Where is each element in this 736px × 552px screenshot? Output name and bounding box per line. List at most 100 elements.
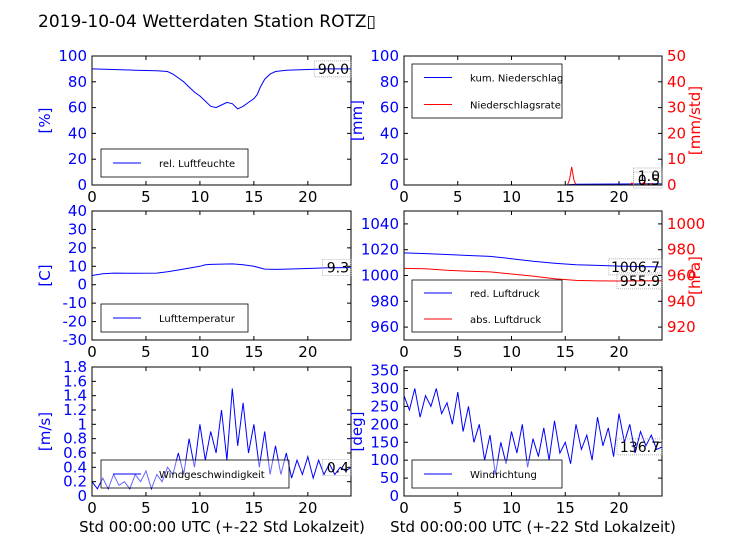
y-tick-label: 40 (68, 202, 87, 220)
x-tick-label: 15 (556, 188, 575, 206)
y-axis-label: [deg] (348, 412, 366, 452)
x-tick-label: 5 (141, 188, 151, 206)
x-tick-label: 10 (502, 499, 521, 517)
y2-tick-label: 40 (667, 73, 686, 91)
panel-winddirection: 0 5 10 15 20050100150200250300350[deg]Windri… (348, 362, 663, 517)
x-tick-label: 20 (298, 499, 317, 517)
panel-pressure: 0 5 10 15 20 960 980 1000 1020 1040 920 940 960 980 10… (361, 210, 705, 361)
y-tick-label: 0.6 (63, 444, 87, 462)
y2-tick-label: 20 (667, 124, 686, 142)
y2-tick-label: 30 (667, 99, 686, 117)
y-tick-label: 250 (370, 397, 399, 415)
x-tick-label: 20 (609, 188, 628, 206)
y-tick-label: 20 (68, 239, 87, 257)
y-tick-label: 1.8 (63, 358, 87, 376)
y-tick-label: 30 (68, 220, 87, 238)
y-tick-label: 0 (77, 276, 87, 294)
x-tick-label: 15 (556, 499, 575, 517)
y-tick-label: -30 (63, 331, 88, 349)
series-line-precipitation-1 (404, 166, 662, 186)
x-tick-label: 0 (399, 188, 409, 206)
plot-frame-winddirection (403, 366, 663, 497)
y2-tick-label: 960 (667, 267, 696, 285)
current-value-label: 1.0 (638, 169, 660, 185)
legend-entry: Windrichtung (470, 470, 537, 481)
series-line-pressure-1 (403, 267, 663, 282)
y-tick-label: 350 (370, 362, 399, 380)
y-tick-label: 0.8 (63, 430, 87, 448)
series-line-pressure-0 (403, 252, 663, 268)
current-value-label: 90.0 (318, 62, 349, 78)
x-tick-label: 0 (399, 499, 409, 517)
y-tick-label: 80 (68, 73, 87, 91)
y-tick-label: 100 (370, 47, 399, 65)
chart-title: 2019-10-04 Wetterdaten Station ROTZ▯ (38, 12, 376, 32)
y-tick-label: 80 (380, 73, 399, 91)
y-tick-label: 1000 (361, 267, 399, 285)
y2-axis-label: [mm/std] (686, 86, 704, 155)
y-tick-label: -20 (63, 313, 88, 331)
y-tick-label: 0 (77, 176, 87, 194)
y-tick-label: 40 (68, 124, 87, 142)
legend-entry: Lufttemperatur (159, 314, 236, 325)
x-tick-label: 0 (87, 499, 97, 517)
y2-tick-label: 1000 (667, 215, 705, 233)
y-tick-label: 60 (68, 99, 87, 117)
legend-box (411, 63, 563, 119)
x-axis-label-left: Std 00:00:00 UTC (+-22 Std Lokalzeit) (79, 518, 365, 536)
current-value-box (633, 171, 663, 189)
legend-box (411, 279, 563, 333)
y-tick-label: 20 (380, 150, 399, 168)
x-tick-label: 5 (453, 343, 463, 361)
y-tick-label: 20 (68, 150, 87, 168)
x-tick-label: 20 (609, 499, 628, 517)
y2-tick-label: 940 (667, 292, 696, 310)
y-tick-label: 10 (68, 257, 87, 275)
y2-tick-label: 50 (667, 47, 686, 65)
x-tick-label: 15 (244, 188, 263, 206)
y-tick-label: 960 (370, 318, 399, 336)
y-tick-label: 40 (380, 124, 399, 142)
y-tick-label: 300 (370, 380, 399, 398)
panel-windspeed: 0 5 10 15 2000.20.40.60.811.21.41.61.8[m/s]W… (36, 358, 352, 517)
y-axis-label: [%] (36, 108, 54, 134)
x-tick-label: 15 (244, 343, 263, 361)
y-tick-label: 150 (370, 433, 399, 451)
x-tick-label: 0 (399, 343, 409, 361)
y-tick-label: 0 (389, 176, 399, 194)
x-tick-label: 15 (244, 499, 263, 517)
current-value-box (616, 438, 663, 456)
current-value-label: 0.4 (327, 460, 349, 476)
y-tick-label: 0 (77, 487, 87, 505)
y-tick-label: 60 (380, 99, 399, 117)
y-tick-label: -10 (63, 294, 88, 312)
y-axis-label: [C] (36, 264, 54, 286)
current-value-label: 955.9 (620, 274, 660, 290)
legend-entry: red. Luftdruck (470, 289, 540, 300)
series-line-winddirection-0 (403, 388, 663, 475)
y-tick-label: 1 (77, 415, 87, 433)
legend-entry: Windgeschwindigkeit (159, 470, 265, 481)
current-value-label: 0.5 (638, 173, 660, 189)
series-line-temperature-0 (91, 263, 352, 276)
x-tick-label: 10 (190, 343, 209, 361)
x-tick-label: 10 (502, 343, 521, 361)
y-tick-label: 1040 (361, 215, 399, 233)
current-value-box (313, 60, 352, 78)
x-tick-label: 0 (87, 343, 97, 361)
y-tick-label: 1.6 (63, 372, 87, 390)
x-tick-label: 20 (298, 343, 317, 361)
x-axis-label-right: Std 00:00:00 UTC (+-22 Std Lokalzeit) (390, 518, 676, 536)
legend-entry: Niederschlagsrate (470, 101, 561, 112)
x-tick-label: 10 (190, 499, 209, 517)
x-tick-label: 5 (453, 188, 463, 206)
panel-humidity: 0 5 10 15 20 0 20 40 60 80 100 [%] rel. Luftfeuchte 9… (36, 47, 352, 206)
x-tick-label: 0 (87, 188, 97, 206)
y-tick-label: 100 (58, 47, 87, 65)
current-value-label: 1006.7 (611, 260, 660, 276)
legend-entry: rel. Luftfeuchte (159, 159, 235, 170)
y-axis-label: [mm] (348, 100, 366, 141)
legend-entry: abs. Luftdruck (470, 315, 541, 326)
y-tick-label: 1.4 (63, 387, 87, 405)
